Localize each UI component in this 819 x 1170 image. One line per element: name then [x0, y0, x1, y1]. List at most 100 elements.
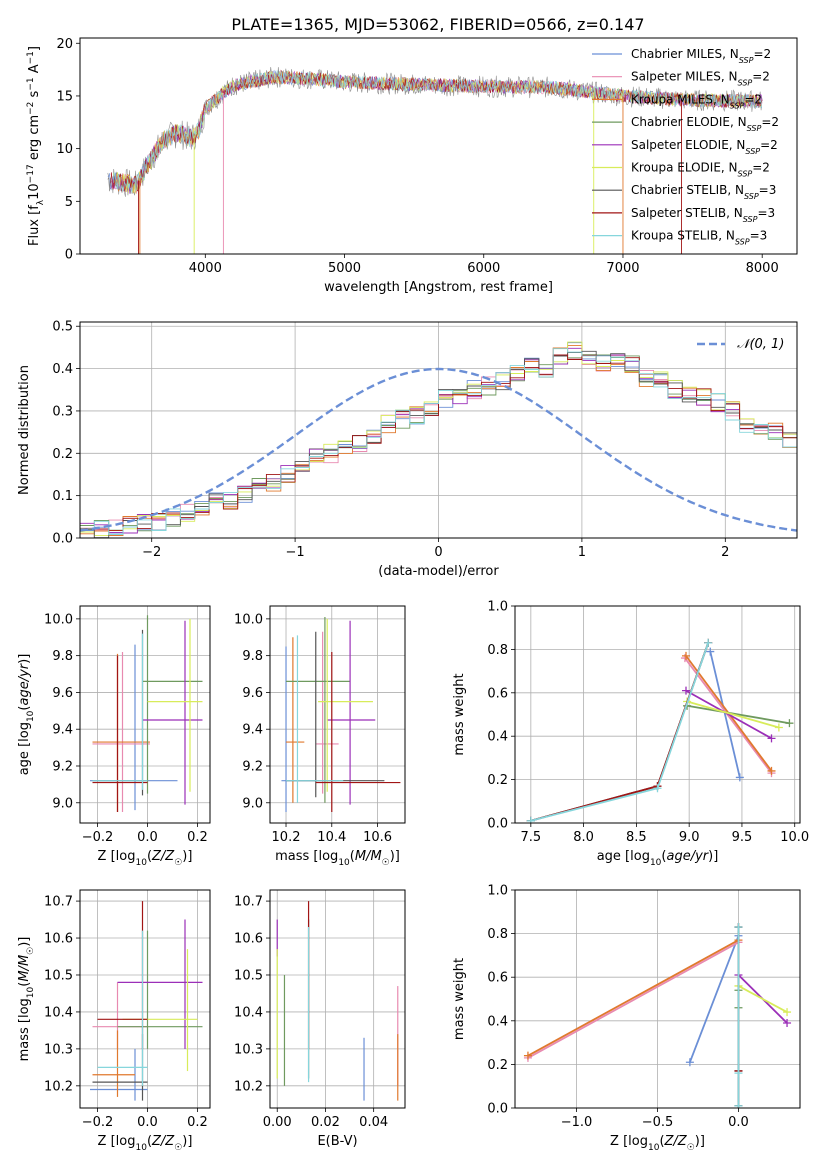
x-tick-label: 7.5 [520, 830, 541, 845]
y-axis-label: Normed distribution [17, 365, 32, 495]
weight-marker [682, 686, 690, 695]
weight-marker [523, 1051, 532, 1060]
y-tick-label: 0.2 [52, 447, 73, 462]
y-tick-label: 9.8 [52, 649, 73, 664]
y-tick-label: 0.2 [487, 1058, 508, 1073]
axes-frame [269, 605, 406, 824]
x-tick-label: 1 [578, 545, 586, 560]
y-axis-label: mass [log10(M/M☉)] [17, 937, 36, 1062]
weight-marker [783, 1018, 792, 1027]
legend-entry: Salpeter STELIB, NSSP=3 [631, 206, 775, 224]
weight-marker [767, 734, 776, 743]
y-tick-label: 5 [65, 195, 73, 210]
errorbar-point [318, 618, 373, 792]
x-tick-label: 8000 [746, 261, 779, 276]
y-tick-label: 10.4 [234, 1005, 263, 1020]
errorbar-point [142, 620, 203, 805]
y-tick-label: 10.7 [44, 895, 73, 910]
weight-marker [735, 773, 744, 782]
errorbar-point [117, 930, 203, 1049]
legend-entry: Salpeter ELODIE, NSSP=2 [631, 138, 778, 156]
plot-area [523, 923, 792, 1108]
y-tick-label: 9.0 [242, 796, 263, 811]
y-tick-label: 0.4 [487, 730, 508, 745]
axes-frame [269, 889, 406, 1109]
y-tick-label: 9.2 [242, 759, 263, 774]
x-axis-label: Z [log10(Z/Z☉)] [610, 1134, 705, 1153]
y-tick-label: 0 [65, 248, 73, 263]
y-axis-label: age [log10(age/yr)] [17, 654, 36, 776]
x-tick-label: 8.0 [573, 830, 594, 845]
x-tick-label: −0.5 [642, 1115, 674, 1130]
weight-marker [785, 719, 794, 728]
panel-weight-vs-Z: −1.0 −0.5 0.0 0.0 0.2 0.4 0.6 0.8 1.0 Z [log10(Z/… [452, 884, 801, 1153]
weight-line-model-6 [530, 642, 710, 822]
histogram-model-8 [80, 348, 797, 538]
x-axis-label: Z [log10(Z/Z☉)] [98, 849, 193, 868]
axes-frame [79, 889, 211, 1109]
weight-line-model-0 [689, 935, 740, 1063]
axes-frame [514, 605, 801, 824]
weight-line-model-2 [527, 939, 739, 1057]
x-tick-label: −1 [286, 545, 305, 560]
errorbar-point [92, 633, 148, 790]
legend-entry: Kroupa STELIB, NSSP=3 [631, 229, 767, 247]
plot-area [526, 638, 794, 823]
y-tick-label: 1.0 [487, 884, 508, 899]
weight-marker [734, 923, 743, 932]
y-tick-label: 15 [56, 89, 73, 104]
y-tick-label: 9.6 [242, 686, 263, 701]
y-tick-label: 0.3 [52, 404, 73, 419]
x-tick-label: 0.2 [187, 1115, 208, 1130]
y-tick-label: 0.5 [52, 320, 73, 335]
y-tick-label: 9.4 [242, 723, 263, 738]
x-tick-label: 6000 [467, 261, 500, 276]
histogram-model-4 [80, 347, 797, 538]
legend-entry: Kroupa ELODIE, NSSP=2 [631, 161, 770, 179]
x-tick-label: −1.0 [561, 1115, 593, 1130]
errorbar-point [92, 651, 150, 812]
errorbar-point [90, 644, 178, 811]
weight-marker [706, 647, 715, 656]
x-tick-label: −0.2 [82, 830, 114, 845]
histogram-model-2 [80, 345, 797, 538]
histogram-model-1 [80, 348, 797, 538]
weight-marker [774, 723, 783, 732]
x-axis-label: E(B-V) [317, 1134, 357, 1149]
y-tick-label: 0.0 [487, 817, 508, 832]
x-axis-label: age [log10(age/yr)] [597, 849, 719, 868]
panel-spectrum: 4000 5000 6000 7000 8000 0 5 10 15 20 wavelength [… [26, 37, 798, 295]
y-tick-label: 0.6 [487, 971, 508, 986]
grid [80, 890, 210, 1108]
y-tick-label: 0.8 [487, 643, 508, 658]
histogram-model-7 [80, 354, 797, 538]
errorbar-point [97, 930, 148, 1086]
histogram-model-3 [80, 354, 797, 538]
y-tick-label: 0.0 [52, 532, 73, 547]
weight-line-model-4 [685, 689, 772, 740]
y-axis-label: mass weight [452, 673, 467, 755]
grid [515, 889, 800, 1109]
weight-marker [783, 1008, 792, 1017]
x-tick-label: 0.2 [187, 830, 208, 845]
errorbar-point [92, 653, 150, 812]
weight-line-model-1 [527, 941, 739, 1059]
legend-entry: Chabrier STELIB, NSSP=3 [631, 183, 776, 201]
y-tick-label: 10 [56, 142, 73, 157]
axes-frame [79, 37, 798, 255]
x-axis-label: wavelength [Angstrom, rest frame] [324, 280, 553, 295]
panel-mass-vs-Z: −0.2 0.0 0.2 10.2 10.3 10.4 10.5 10.6 10.7 Z [log… [17, 889, 211, 1153]
panel-age-vs-Z: −0.2 0.0 0.2 9.0 9.2 9.4 9.6 9.8 10.0 Z [log10(Z/… [17, 605, 211, 868]
y-tick-label: 9.0 [52, 796, 73, 811]
y-tick-label: 10.4 [44, 1005, 73, 1020]
plot-area [276, 901, 399, 1101]
plot-area [107, 67, 763, 254]
legend: 𝒩(0, 1) [697, 337, 784, 352]
x-tick-label: 10.2 [272, 830, 301, 845]
errorbar-point [286, 635, 344, 803]
errorbar-point [286, 637, 305, 803]
normal-reference-curve [80, 367, 797, 532]
weight-marker [767, 766, 776, 775]
weight-marker [653, 784, 662, 793]
errorbar-point [286, 617, 351, 803]
